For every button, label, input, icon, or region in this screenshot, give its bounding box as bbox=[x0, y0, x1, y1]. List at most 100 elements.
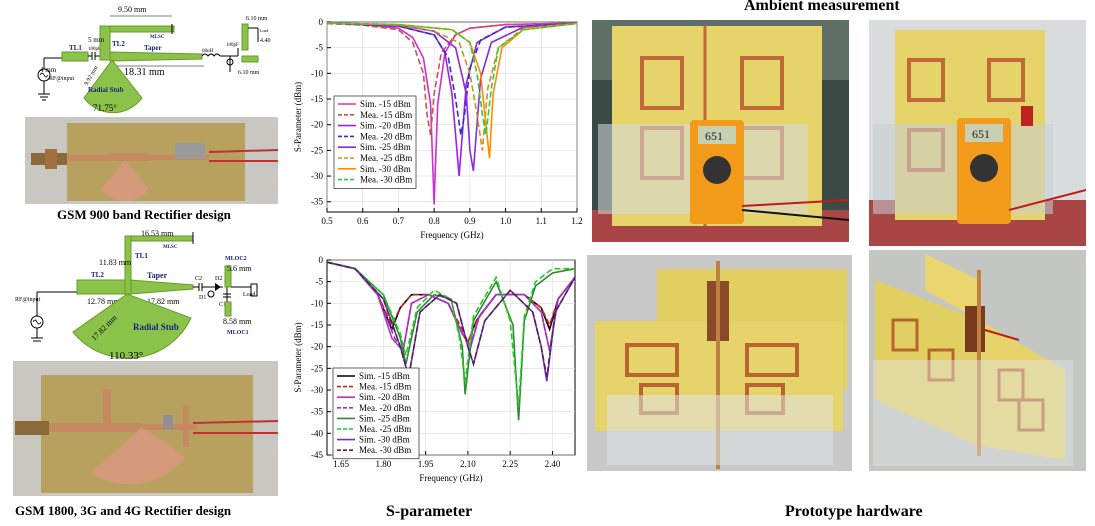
gsm1800-board-photo bbox=[13, 361, 278, 496]
series-line-4 bbox=[326, 22, 578, 136]
y-tick-label: -20 bbox=[311, 120, 323, 130]
plastic-container bbox=[873, 360, 1073, 466]
mloc1-line bbox=[224, 301, 232, 317]
tl2-line bbox=[99, 25, 111, 61]
dim-1278mm: 12.78 mm bbox=[87, 297, 120, 306]
series-line-2 bbox=[326, 22, 578, 136]
gsm900-caption: GSM 900 band Rectifier design bbox=[57, 207, 231, 222]
legend-entry: Sim. -15 dBm bbox=[360, 99, 411, 109]
legend-entry: Mea. -20 dBm bbox=[360, 131, 412, 141]
radial-stub bbox=[83, 59, 143, 114]
y-tick-label: -40 bbox=[311, 428, 323, 438]
tl1-label: TL1 bbox=[69, 44, 82, 52]
tl1-label: TL1 bbox=[135, 252, 148, 260]
dim-858mm: 8.58 mm bbox=[223, 317, 252, 326]
cap-100pf-label: 100pF bbox=[88, 47, 101, 52]
legend-entry: Sim. -25 dBm bbox=[359, 413, 410, 423]
y-tick-label: -10 bbox=[311, 68, 323, 78]
series-line-2 bbox=[326, 261, 576, 345]
y-tick-label: -35 bbox=[311, 197, 323, 207]
legend-entry: Mea. -25 dBm bbox=[359, 424, 411, 434]
angle-label: 71.75° bbox=[93, 103, 117, 113]
legend-entry: Mea. -15 dBm bbox=[359, 382, 411, 392]
y-axis-label: S-Parameter (dBm) bbox=[293, 82, 303, 152]
y-tick-label: -30 bbox=[311, 171, 323, 181]
dim-610a: 6.10 mm bbox=[246, 16, 268, 22]
legend-entry: Sim. -15 dBm bbox=[359, 371, 410, 381]
d1-label: D1 bbox=[199, 295, 206, 301]
y-tick-label: -5 bbox=[316, 43, 324, 53]
mlsc-label: MLSC bbox=[150, 35, 165, 40]
tl1-line bbox=[61, 51, 89, 62]
mloc2-label: MLOC2 bbox=[225, 256, 247, 262]
legend-box bbox=[332, 367, 420, 460]
dim-56mm: 5.6 mm bbox=[227, 264, 252, 273]
angle-label: 110.33° bbox=[109, 350, 143, 362]
legend-entry: Sim. -30 dBm bbox=[360, 164, 411, 174]
x-tick-label: 1.2 bbox=[571, 216, 582, 226]
taper-label: Taper bbox=[147, 271, 168, 280]
taper-line bbox=[130, 279, 194, 295]
dim-1831mm: 18.31 mm bbox=[124, 67, 165, 78]
dim-1183mm: 11.83 mm bbox=[99, 258, 132, 267]
rf-input-label: RF@input bbox=[15, 297, 41, 303]
series-line-7 bbox=[326, 22, 578, 159]
prototype-heading: Prototype hardware bbox=[785, 503, 923, 520]
mloc2-line bbox=[224, 265, 232, 288]
ambient-heading: Ambient measurement bbox=[744, 0, 900, 14]
tl2-line bbox=[76, 279, 126, 295]
x-tick-label: 1.0 bbox=[500, 216, 512, 226]
x-tick-label: 0.6 bbox=[357, 216, 369, 226]
dim-1653mm: 16.53 mm bbox=[141, 229, 174, 238]
radial-stub-photo bbox=[91, 427, 185, 485]
series-line-8 bbox=[326, 22, 578, 136]
series-line-4 bbox=[326, 261, 576, 354]
x-tick-label: 0.9 bbox=[464, 216, 476, 226]
sparam-chart-1800: 1.65 1.80 1.95 2.10 2.25 2.40 0 -5 -10 -15 -20 -25 -… bbox=[293, 255, 576, 483]
y-tick-label: -30 bbox=[311, 385, 323, 395]
series-line-6 bbox=[326, 22, 578, 151]
x-tick-label: 1.95 bbox=[418, 459, 434, 469]
x-tick-label: 1.65 bbox=[333, 459, 349, 469]
dim-5mm: 5 mm bbox=[88, 36, 105, 44]
y-tick-label: -10 bbox=[311, 298, 323, 308]
y-tick-label: -20 bbox=[311, 342, 323, 352]
x-axis-label: Frequency (GHz) bbox=[419, 473, 482, 483]
plastic-container bbox=[607, 395, 833, 465]
x-axis-label: Frequency (GHz) bbox=[420, 230, 483, 240]
x-tick-label: 1.80 bbox=[375, 459, 391, 469]
load-label: Load bbox=[243, 292, 255, 298]
mlsc-line bbox=[109, 25, 175, 33]
taper-line bbox=[109, 51, 203, 62]
y-tick-label: -25 bbox=[311, 145, 323, 155]
y-tick-label: 0 bbox=[319, 255, 324, 265]
ind-68nh-label: 68nH bbox=[202, 49, 214, 54]
radial-stub bbox=[72, 293, 192, 359]
legend-entry: Mea. -20 dBm bbox=[359, 403, 411, 413]
y-tick-label: -15 bbox=[311, 320, 323, 330]
dim-1782mm-a: 17.82 mm bbox=[147, 297, 180, 306]
gsm1800-schematic: RF@input TL2 12.78 mm TL1 11.83 mm MLSC … bbox=[15, 229, 258, 362]
x-tick-label: 0.5 bbox=[321, 216, 333, 226]
taper-label: Taper bbox=[144, 44, 162, 52]
tl2-label: TL2 bbox=[112, 40, 125, 48]
legend-entry: Sim. -25 dBm bbox=[360, 142, 411, 152]
dim-950mm: 9.50 mm bbox=[118, 5, 147, 14]
y-tick-label: -35 bbox=[311, 407, 323, 417]
gsm1800-caption: GSM 1800, 3G and 4G Rectifier design bbox=[15, 503, 232, 518]
x-tick-label: 0.7 bbox=[393, 216, 405, 226]
radial-stub-label: Radial Stub bbox=[133, 322, 179, 332]
legend-entry: Mea. -30 dBm bbox=[359, 445, 411, 455]
rf-input-label: RF@input bbox=[49, 76, 75, 82]
x-tick-label: 2.40 bbox=[545, 459, 561, 469]
dim-440: 4.40 bbox=[260, 38, 271, 44]
series-line-5 bbox=[326, 261, 576, 421]
radial-stub-label: Radial Stub bbox=[88, 86, 124, 94]
legend-entry: Mea. -25 dBm bbox=[360, 153, 412, 163]
cap2-100pf-label: 100pF bbox=[226, 43, 239, 48]
gsm900-board-photo bbox=[25, 117, 278, 204]
tl2-label: TL2 bbox=[91, 271, 104, 279]
y-tick-label: -5 bbox=[316, 277, 324, 287]
sparam-chart-900: 0.5 0.6 0.7 0.8 0.9 1.0 1.1 1.2 0 -5 -10 -15 -20 -25 -… bbox=[293, 17, 583, 240]
prototype-photo-2 bbox=[869, 250, 1086, 471]
